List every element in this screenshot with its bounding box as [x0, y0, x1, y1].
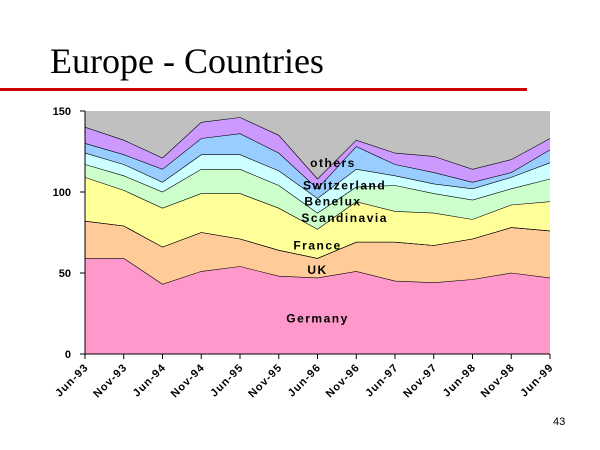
title-rule	[0, 88, 527, 91]
x-tick-label: Jun-93	[53, 362, 91, 400]
y-tick-label: 150	[53, 106, 71, 118]
y-tick-label: 100	[53, 187, 71, 199]
x-tick-label: Nov-94	[169, 362, 208, 401]
x-tick-label: Jun-98	[441, 362, 479, 400]
y-tick-label: 0	[65, 349, 71, 361]
x-tick-label: Nov-95	[246, 362, 285, 401]
series-label-france: France	[293, 238, 341, 252]
band-edge-5	[84, 164, 551, 214]
series-label-uk: UK	[307, 263, 327, 277]
band-edge-8	[84, 117, 551, 180]
band-edge-4	[84, 177, 551, 230]
series-label-scandinavia: Scandinavia	[301, 211, 388, 225]
x-tick-label: Jun-96	[286, 362, 324, 400]
band-edge-6	[84, 152, 551, 199]
series-label-germany: Germany	[286, 311, 349, 325]
x-tick-label: Jun-95	[208, 362, 246, 400]
area-uk	[85, 221, 550, 285]
x-tick-label: Nov-96	[324, 362, 363, 401]
x-tick-label: Jun-94	[131, 362, 169, 400]
x-tick-label: Nov-93	[91, 362, 130, 401]
area-germany	[85, 258, 550, 354]
band-edge-7	[84, 133, 551, 190]
area-scandinavia	[85, 177, 550, 259]
area-series-8	[85, 117, 550, 189]
x-tick-label: Nov-98	[479, 362, 518, 401]
series-label-others: others	[310, 156, 356, 170]
area-switzerland	[85, 153, 550, 214]
x-tick-label: Jun-97	[363, 362, 401, 400]
area-others	[85, 133, 550, 199]
area-benelux	[85, 164, 550, 230]
band-edge-3	[84, 220, 551, 259]
page-number: 43	[553, 416, 566, 428]
slide-title: Europe - Countries	[50, 41, 324, 81]
series-label-switzerland: Switzerland	[303, 179, 386, 193]
x-tick-label: Nov-97	[401, 362, 440, 401]
series-label-benelux: Benelux	[304, 195, 361, 209]
y-tick-label: 50	[59, 268, 71, 280]
x-tick-label: Jun-99	[518, 362, 556, 400]
band-edge-1	[85, 258, 551, 285]
